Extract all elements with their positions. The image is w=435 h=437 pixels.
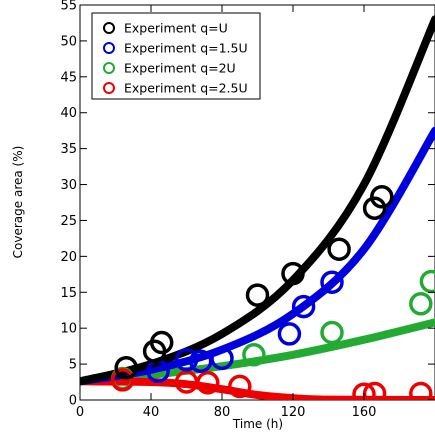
data-point-4 [110, 368, 135, 392]
legend-label: Experiment q=1.5U [124, 41, 248, 56]
data-point-3 [419, 269, 435, 294]
data-point-4 [228, 374, 252, 399]
y-tick-label: 35 [60, 142, 77, 157]
y-tick-label: 45 [60, 70, 77, 85]
axes: 0 5 10 15 20 25 30 35 40 45 50 55 0 40 80 120 160 [60, 0, 435, 420]
x-tick-label: 40 [143, 405, 160, 420]
y-axis-title: Coverage area (%) [11, 146, 25, 259]
legend-marker [103, 42, 115, 54]
data-point-4 [409, 381, 433, 400]
data-point-1 [149, 330, 174, 355]
y-tick-label: 10 [60, 322, 77, 337]
legend: Experiment q=U Experiment q=1.5U Experimen… [91, 12, 261, 100]
data-point-1 [281, 261, 305, 286]
data-point-2 [210, 346, 234, 371]
x-tick-label: 0 [76, 405, 84, 420]
data-point-3 [409, 292, 433, 316]
data-point-3 [242, 343, 266, 367]
fit-curve-4 [80, 377, 435, 400]
data-point-1 [370, 185, 394, 209]
legend-label: Experiment q=U [124, 21, 228, 36]
data-point-3 [320, 320, 344, 345]
x-tick-label: 120 [281, 405, 306, 420]
data-point-2 [291, 294, 316, 319]
legend-label: Experiment q=2.5U [124, 81, 248, 96]
data-point-4 [196, 371, 220, 395]
legend-marker [103, 82, 115, 94]
data-point-1 [245, 283, 270, 307]
y-tick-label: 55 [60, 0, 77, 14]
legend-marker [103, 22, 115, 34]
data-point-1 [327, 237, 351, 261]
x-axis-title: Time (h) [232, 417, 283, 431]
y-tick-label: 40 [60, 106, 77, 121]
y-tick-label: 5 [69, 358, 77, 373]
y-tick-label: 50 [60, 34, 77, 49]
x-tick-label: 80 [214, 405, 231, 420]
data-point-4 [352, 382, 376, 400]
data-point-2 [277, 322, 302, 346]
data-point-2 [174, 348, 199, 372]
data-point-2 [320, 270, 344, 294]
y-tick-label: 15 [60, 286, 77, 301]
legend-marker [103, 62, 115, 74]
data-point-4 [362, 381, 387, 400]
y-tick-label: 25 [60, 214, 77, 229]
experiment-points [110, 185, 435, 400]
y-tick-label: 0 [69, 394, 77, 409]
x-tick-label: 160 [352, 405, 377, 420]
fit-curve-3 [80, 318, 435, 386]
legend-box [91, 12, 261, 100]
legend-label: Experiment q=2U [124, 61, 236, 76]
y-tick-label: 20 [60, 250, 77, 265]
y-tick-label: 30 [60, 178, 77, 193]
data-point-1 [114, 355, 138, 380]
